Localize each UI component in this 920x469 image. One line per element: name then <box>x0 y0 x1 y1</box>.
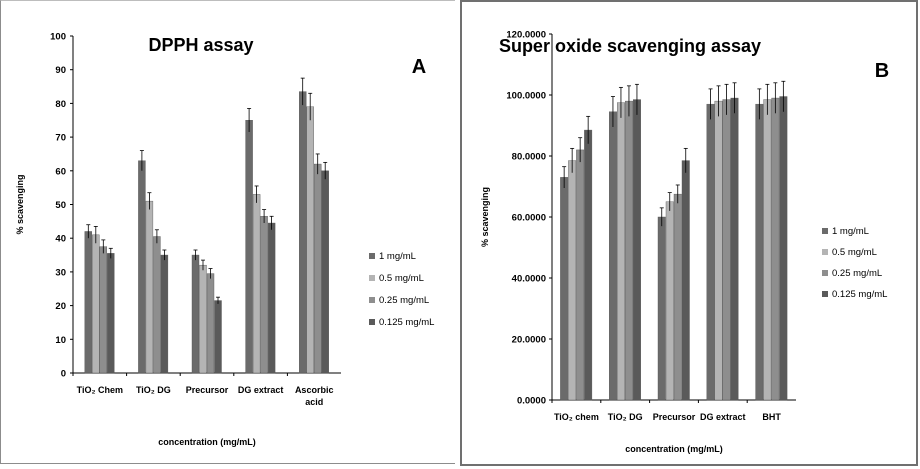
bar <box>92 234 100 374</box>
bar <box>779 96 788 401</box>
y-tick-label: 0.0000 <box>517 396 546 407</box>
legend-label: 1 mg/mL <box>379 251 416 262</box>
y-tick-label: 70 <box>55 133 66 144</box>
bar <box>568 160 577 401</box>
superoxide-chart: Super oxide scavenging assay B 0.0000 20.00… <box>480 30 889 455</box>
legend-label: 0.125 mg/mL <box>379 317 434 328</box>
bar <box>153 236 161 374</box>
legend-swatch <box>369 275 375 281</box>
bar <box>267 222 276 374</box>
category-label: Ascorbic <box>295 385 334 395</box>
bar <box>665 201 674 401</box>
bar <box>314 163 322 374</box>
bar <box>99 246 108 374</box>
y-tick-label: 40 <box>55 234 66 245</box>
panel-label: B <box>875 60 889 82</box>
bar <box>160 254 169 374</box>
dpph-chart: DPPH assay A 0 10 20 30 40 50 60 70 80 90 100 % scave… <box>15 32 434 448</box>
legend-label: 0.5 mg/mL <box>832 247 877 258</box>
bar <box>252 194 261 374</box>
bar <box>632 99 641 401</box>
y-tick-label: 120.0000 <box>506 30 546 41</box>
category-label: acid <box>305 397 323 407</box>
category-label: BHT <box>762 412 781 422</box>
legend-swatch <box>369 297 375 303</box>
bar <box>191 254 200 374</box>
legend-swatch <box>369 319 375 325</box>
category-label: TiO₂ Chem <box>77 385 123 395</box>
bar <box>245 120 253 374</box>
bar <box>714 100 723 401</box>
y-tick-label: 100.0000 <box>506 91 546 102</box>
legend-swatch <box>369 253 375 259</box>
bar <box>145 200 154 374</box>
bar <box>199 264 207 374</box>
y-tick-label: 10 <box>55 335 66 346</box>
category-label: TiO₂ chem <box>554 412 599 422</box>
bar <box>107 253 115 374</box>
bar <box>608 111 617 401</box>
legend-label: 1 mg/mL <box>832 226 869 237</box>
bar <box>560 177 569 401</box>
bar <box>616 102 625 401</box>
bar <box>624 100 633 401</box>
y-tick-label: 60.0000 <box>512 213 546 224</box>
y-tick-label: 80.0000 <box>512 152 546 163</box>
bar <box>730 97 739 401</box>
category-label: DG extract <box>238 385 284 395</box>
x-axis-title: concentration (mg/mL) <box>625 444 723 454</box>
y-axis-title: % scavenging <box>15 174 25 234</box>
category-label: TiO₂ DG <box>608 412 643 422</box>
category-label: TiO₂ DG <box>136 385 171 395</box>
legend-label: 0.25 mg/mL <box>379 295 429 306</box>
legend-label: 0.5 mg/mL <box>379 273 424 284</box>
y-tick-label: 80 <box>55 99 66 110</box>
legend-swatch <box>822 228 828 234</box>
bar <box>722 99 731 401</box>
bar <box>206 273 215 374</box>
chart-title: Super oxide scavenging assay <box>499 36 761 56</box>
bar <box>584 129 593 401</box>
y-tick-label: 40.0000 <box>512 274 546 285</box>
category-label: Precursor <box>653 412 696 422</box>
bar <box>673 193 682 401</box>
bar <box>763 99 772 401</box>
bar <box>576 149 585 401</box>
y-tick-label: 20 <box>55 301 66 312</box>
bar <box>681 160 690 401</box>
bar <box>214 300 222 374</box>
x-axis-title: concentration (mg/mL) <box>158 437 256 447</box>
bar <box>306 106 314 374</box>
bar <box>138 160 146 374</box>
bar <box>771 97 780 401</box>
chart-panel-a: DPPH assay A 0 10 20 30 40 50 60 70 80 90 100 % scave… <box>0 0 455 464</box>
y-tick-label: 60 <box>55 166 66 177</box>
legend-label: 0.25 mg/mL <box>832 268 882 279</box>
bar <box>260 216 268 374</box>
chart-title: DPPH assay <box>148 35 253 55</box>
bar <box>657 216 666 401</box>
bar <box>321 170 329 374</box>
legend-swatch <box>822 249 828 255</box>
y-tick-label: 90 <box>55 65 66 76</box>
chart-panel-b: Super oxide scavenging assay B 0.0000 20.00… <box>460 0 918 466</box>
legend-label: 0.125 mg/mL <box>832 289 887 300</box>
bar <box>299 91 307 374</box>
category-label: DG extract <box>700 412 746 422</box>
category-label: Precursor <box>186 385 229 395</box>
y-tick-label: 30 <box>55 267 66 278</box>
y-tick-label: 20.0000 <box>512 335 546 346</box>
y-tick-label: 100 <box>50 32 66 43</box>
legend-swatch <box>822 291 828 297</box>
bar <box>84 231 93 374</box>
panel-label: A <box>412 56 426 78</box>
bar <box>755 103 764 401</box>
y-tick-label: 0 <box>61 369 66 380</box>
legend-swatch <box>822 270 828 276</box>
bar <box>706 103 715 401</box>
y-tick-label: 50 <box>55 200 66 211</box>
y-axis-title: % scavenging <box>480 187 490 247</box>
